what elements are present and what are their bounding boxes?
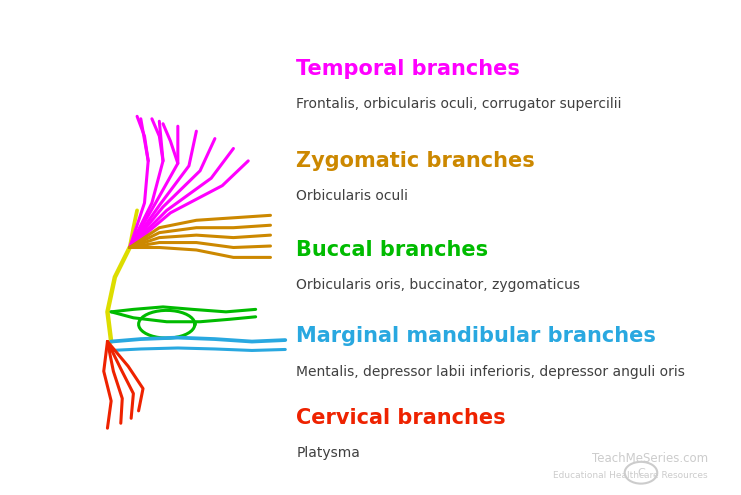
Text: C: C [637,468,645,478]
Text: Mentalis, depressor labii inferioris, depressor anguli oris: Mentalis, depressor labii inferioris, de… [296,365,685,379]
Text: Platysma: Platysma [296,446,360,460]
Text: Orbicularis oculi: Orbicularis oculi [296,189,408,203]
Text: Frontalis, orbicularis oculi, corrugator supercilii: Frontalis, orbicularis oculi, corrugator… [296,98,622,111]
Text: Zygomatic branches: Zygomatic branches [296,151,535,171]
Text: Orbicularis oris, buccinator, zygomaticus: Orbicularis oris, buccinator, zygomaticu… [296,278,580,292]
Text: TeachMeSeries.com: TeachMeSeries.com [591,452,708,465]
Text: Educational Healthcare Resources: Educational Healthcare Resources [553,471,708,480]
Text: Cervical branches: Cervical branches [296,408,506,428]
Text: Temporal branches: Temporal branches [296,59,520,79]
Text: Marginal mandibular branches: Marginal mandibular branches [296,327,657,346]
Text: Buccal branches: Buccal branches [296,240,488,260]
